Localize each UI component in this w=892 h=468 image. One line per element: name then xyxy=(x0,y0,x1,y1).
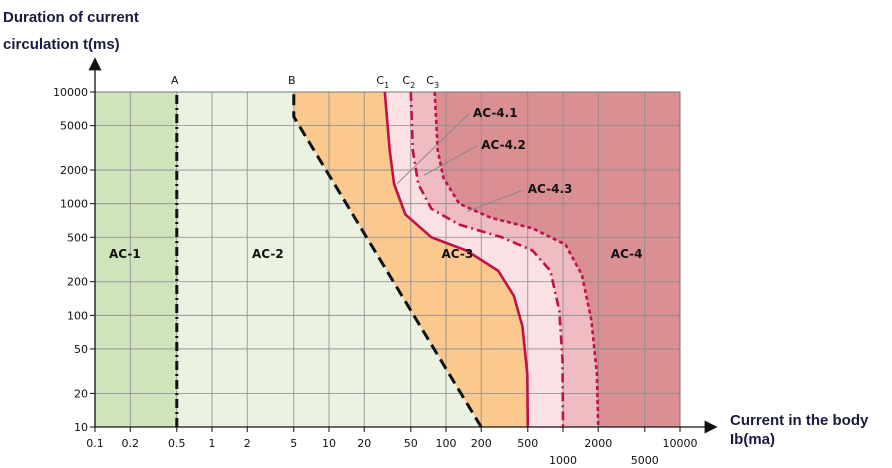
zone-label: AC-4 xyxy=(611,247,643,261)
annotation-label: AC-4.3 xyxy=(528,182,573,196)
y-tick-label: 5000 xyxy=(60,120,88,133)
x-tick-label: 10000 xyxy=(663,437,698,450)
curve-name-subscript: 2 xyxy=(410,81,415,90)
x-tick-label: 20 xyxy=(357,437,371,450)
zone-label: AC-3 xyxy=(441,247,473,261)
x-tick-label: 50 xyxy=(404,437,418,450)
annotation-leader-line xyxy=(466,189,524,213)
zone-label: AC-2 xyxy=(252,247,284,261)
annotation-leader-line xyxy=(423,145,478,176)
y-tick-label: 10000 xyxy=(53,86,88,99)
zone-label: AC-1 xyxy=(109,247,141,261)
x-tick-label: 2 xyxy=(244,437,251,450)
curve-name-label: C2 xyxy=(402,74,415,90)
x-tick-label: 5000 xyxy=(631,454,659,467)
curve-name-label: B xyxy=(288,74,296,87)
curve-name-label: C3 xyxy=(426,74,439,90)
curve-name-subscript: 1 xyxy=(384,81,389,90)
annotation-label: AC-4.1 xyxy=(473,106,518,120)
y-tick-label: 100 xyxy=(67,309,88,322)
series-line-c3 xyxy=(433,91,600,428)
x-tick-label: 10 xyxy=(322,437,336,450)
x-axis-title-line-1: Current in the body xyxy=(730,412,869,429)
y-tick-label: 10 xyxy=(74,421,88,434)
annotation-label: AC-4.2 xyxy=(481,138,526,152)
y-tick-label: 500 xyxy=(67,231,88,244)
axis-layer xyxy=(88,57,718,434)
series-line-b xyxy=(292,92,483,428)
y-tick-label: 2000 xyxy=(60,164,88,177)
x-tick-label: 1 xyxy=(209,437,216,450)
x-tick-label: 100 xyxy=(436,437,457,450)
y-tick-label: 20 xyxy=(74,387,88,400)
zones-layer xyxy=(95,92,681,427)
x-tick-label: 0.1 xyxy=(86,437,104,450)
series-layer xyxy=(175,91,600,428)
x-axis-title-line-2: Ib(ma) xyxy=(730,431,775,448)
y-axis-title-line-1: Duration of current xyxy=(3,9,139,26)
x-tick-label: 500 xyxy=(517,437,538,450)
axis-titles: Duration of current circulation t(ms) Cu… xyxy=(3,9,869,448)
y-tick-label: 200 xyxy=(67,276,88,289)
curve-name-subscript: 3 xyxy=(434,81,439,90)
annotation-leader-line xyxy=(396,113,470,185)
x-tick-label: 1000 xyxy=(549,454,577,467)
x-tick-label: 200 xyxy=(471,437,492,450)
y-tick-label: 1000 xyxy=(60,198,88,211)
x-tick-label: 5 xyxy=(290,437,297,450)
y-axis-title-line-2: circulation t(ms) xyxy=(3,36,120,53)
series-line-c1 xyxy=(383,91,530,428)
x-tick-label: 0.2 xyxy=(121,437,139,450)
zone-ac1-fill xyxy=(95,92,177,427)
series-line-c2 xyxy=(409,91,565,428)
x-tick-label: 2000 xyxy=(584,437,612,450)
curve-name-label: C1 xyxy=(376,74,389,90)
zone-ac4-fill xyxy=(434,92,680,427)
x-tick-label: 0.5 xyxy=(168,437,186,450)
y-tick-label: 50 xyxy=(74,343,88,356)
curve-name-label: A xyxy=(171,74,179,87)
